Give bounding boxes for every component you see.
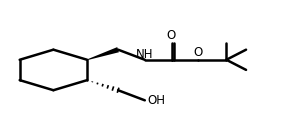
Text: OH: OH xyxy=(148,94,166,107)
Text: NH: NH xyxy=(136,48,154,61)
Polygon shape xyxy=(87,47,119,60)
Text: O: O xyxy=(194,46,203,59)
Text: O: O xyxy=(166,29,175,42)
